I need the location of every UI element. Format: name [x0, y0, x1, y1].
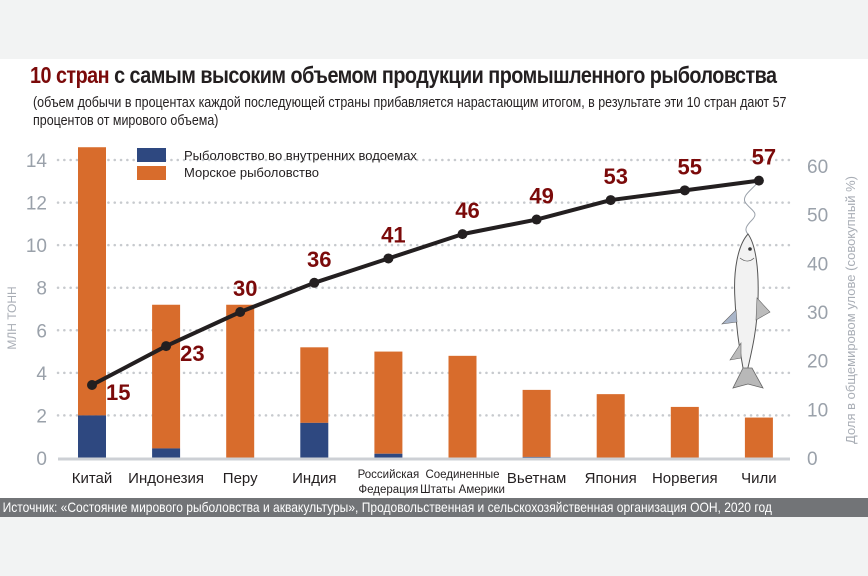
y2-tick-label: 30 — [807, 303, 828, 324]
category-label: Перу — [223, 470, 258, 487]
line-point — [235, 307, 246, 317]
top-band — [0, 0, 868, 59]
bar-marine — [596, 394, 625, 458]
bar-inland — [522, 456, 551, 458]
source-bar: Источник: «Состояние мирового рыболовств… — [0, 498, 868, 517]
chart-subtitle: (объем добычи в процентах каждой последу… — [33, 95, 787, 129]
bar-marine — [226, 304, 255, 458]
legend-swatch-marine — [137, 166, 166, 180]
bars — [78, 147, 773, 458]
y-tick-label: 0 — [36, 449, 47, 470]
bar-inland — [300, 422, 329, 458]
y-tick-label: 4 — [36, 364, 47, 385]
line-point — [383, 253, 394, 264]
bar-marine — [448, 355, 477, 458]
line-data-label: 49 — [529, 184, 553, 209]
category-label: Соединенные — [425, 469, 499, 481]
line-data-label: 30 — [233, 276, 257, 301]
y-tick-label: 12 — [26, 194, 47, 215]
line-point — [87, 380, 97, 390]
bar-inland — [152, 448, 181, 458]
y-tick-label: 10 — [26, 236, 47, 257]
line-point — [753, 175, 764, 186]
legend-swatch-inland — [137, 148, 166, 162]
bar-marine — [78, 147, 106, 416]
category-label: Норвегия — [652, 470, 718, 487]
category-label: Индия — [292, 470, 336, 487]
y2-axis-label: Доля в общемировом улове (совокупный %) — [843, 176, 858, 444]
y-tick-label: 14 — [26, 151, 48, 172]
line-data-label: 53 — [603, 164, 627, 189]
category-label: Штаты Америки — [420, 484, 505, 496]
gridlines — [56, 158, 792, 417]
bottom-band — [0, 517, 868, 576]
bar-marine — [670, 406, 699, 458]
title-rest: с самым высоким объемом продукции промыш… — [109, 62, 777, 88]
bar-inland — [374, 453, 403, 458]
y-tick-label: 6 — [36, 321, 47, 342]
bar-marine — [152, 304, 181, 449]
y2-tick-label: 60 — [807, 157, 828, 178]
line-point — [531, 214, 542, 225]
bar-inland — [78, 415, 106, 458]
line-point — [309, 277, 320, 288]
line-point — [457, 229, 468, 240]
category-label: Федерация — [358, 484, 418, 496]
y2-tick-label: 20 — [807, 352, 828, 373]
cumulative-line — [91, 178, 760, 387]
line-points — [87, 175, 764, 390]
y-tick-label: 8 — [36, 279, 47, 300]
legend: Рыболовство во внутренних водоемах Морск… — [137, 148, 417, 180]
line-data-label: 23 — [180, 341, 204, 366]
line-data-labels: 15 23 30 36 41 46 49 53 55 57 — [106, 145, 776, 405]
line-data-label: 41 — [381, 222, 405, 247]
line-data-label: 36 — [307, 247, 331, 272]
category-label: Российская — [358, 469, 420, 481]
y-axis-label: МЛН ТОНН — [5, 286, 19, 349]
y2-tick-label: 10 — [807, 400, 828, 421]
y-tick-label: 2 — [36, 406, 47, 427]
line-data-label: 46 — [455, 198, 479, 223]
line-point — [161, 341, 172, 352]
line-data-label: 57 — [752, 145, 776, 170]
bar-marine — [744, 417, 773, 458]
chart-title: 10 стран с самым высоким объемом продукц… — [30, 62, 777, 89]
line-point — [679, 185, 690, 196]
category-label: Китай — [72, 470, 113, 487]
line-data-label: 15 — [106, 380, 130, 405]
source-text: Источник: «Состояние мирового рыболовств… — [2, 499, 772, 515]
category-labels: Китай Индонезия Перу Индия Российская Федерац… — [72, 469, 777, 496]
fish-illustration-icon — [721, 180, 771, 389]
y-axis-ticks: 0 2 4 6 8 10 12 14 — [26, 151, 48, 470]
category-label: Вьетнам — [507, 470, 566, 487]
bar-marine — [522, 389, 551, 457]
line-point — [605, 195, 616, 206]
category-label: Чили — [741, 470, 777, 487]
category-label: Япония — [585, 470, 637, 487]
bar-marine — [374, 351, 403, 454]
bar-marine — [300, 347, 329, 423]
y2-axis-ticks: 0 10 20 30 40 50 60 — [807, 157, 828, 470]
legend-label-marine: Морское рыболовство — [184, 165, 319, 180]
y2-tick-label: 40 — [807, 254, 828, 275]
category-label: Индонезия — [128, 470, 204, 487]
legend-label-inland: Рыболовство во внутренних водоемах — [184, 148, 417, 163]
y2-tick-label: 50 — [807, 206, 828, 227]
y2-tick-label: 0 — [807, 449, 818, 470]
line-data-label: 55 — [678, 154, 702, 179]
title-accent: 10 стран — [30, 62, 110, 88]
